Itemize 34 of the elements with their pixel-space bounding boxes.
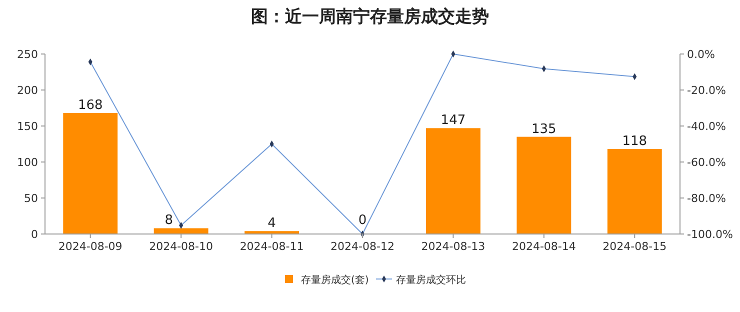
data-label: 0 [358,213,367,228]
y2-tick-label: -100.0% [687,228,733,241]
y2-tick-label: -80.0% [687,192,726,205]
x-tick-label: 2024-08-12 [330,240,394,253]
bar [607,149,662,234]
x-tick-label: 2024-08-14 [512,240,576,253]
legend-label: 存量房成交环比 [396,274,466,286]
data-label: 4 [268,216,276,232]
bar [516,136,572,234]
y-tick-label: 250 [17,48,38,61]
y2-tick-label: -20.0% [687,84,726,97]
y-tick-label: 100 [17,156,38,169]
bar [426,128,480,234]
x-tick-label: 2024-08-09 [58,240,122,253]
y-tick-label: 200 [17,84,38,97]
y-tick-label: 0 [31,228,38,241]
legend-label: 存量房成交(套) [301,274,369,286]
x-tick-label: 2024-08-15 [602,240,667,253]
x-tick-label: 2024-08-11 [240,240,304,253]
y-tick-label: 150 [17,120,38,133]
y2-tick-label: -60.0% [687,156,726,169]
bar [63,113,118,234]
y2-tick-label: -40.0% [687,120,726,133]
y2-tick-label: 0.0% [687,48,715,61]
data-label: 147 [440,113,466,128]
data-label: 8 [164,213,174,228]
data-label: 168 [78,98,103,114]
data-label: 135 [532,122,556,137]
x-tick-label: 2024-08-13 [421,240,486,253]
data-label: 118 [622,134,648,150]
chart-title: 图：近一周南宁存量房成交走势 [251,7,489,27]
bar [154,228,208,234]
y-tick-label: 50 [24,192,38,205]
x-tick-label: 2024-08-10 [149,240,214,253]
